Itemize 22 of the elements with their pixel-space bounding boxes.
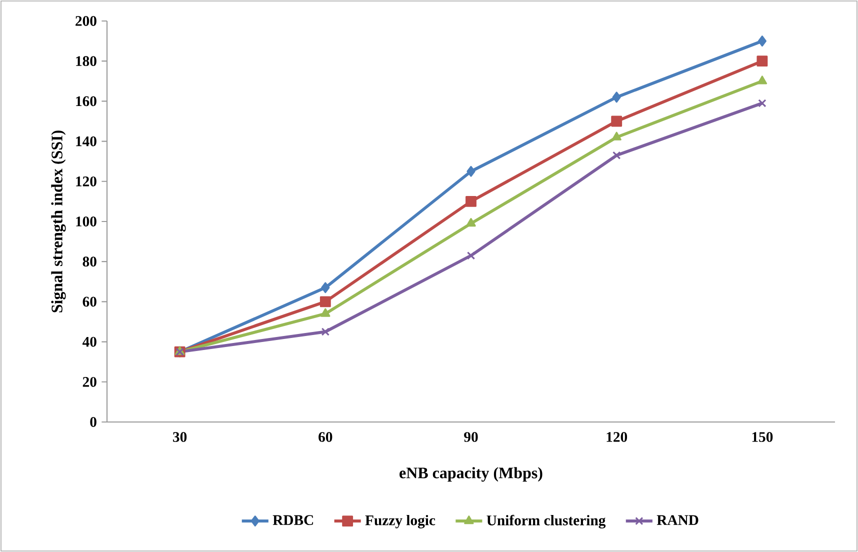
- y-tick-label: 40: [82, 336, 96, 347]
- x-tick-label: 60: [318, 432, 332, 442]
- legend-label: Fuzzy logic: [365, 514, 436, 528]
- y-tick-label: 160: [76, 96, 96, 106]
- y-tick-label: 0: [90, 417, 96, 427]
- y-tick-label: 100: [76, 216, 96, 226]
- y-tick-label: 120: [76, 176, 96, 186]
- legend-label: RAND: [656, 515, 698, 525]
- y-axis-title: Signal strength index (SSI): [51, 130, 66, 312]
- legend-label: Uniform clustering: [486, 514, 606, 528]
- y-tick-label: 20: [82, 376, 96, 387]
- y-tick-label: 180: [76, 56, 96, 66]
- y-tick-label: 140: [76, 136, 96, 146]
- x-tick-label: 30: [173, 432, 187, 442]
- legend-label: RDBC: [272, 515, 314, 526]
- x-axis-title: eNB capacity (Mbps): [400, 467, 542, 482]
- x-tick-label: 120: [606, 432, 628, 442]
- y-tick-label: 200: [76, 16, 96, 26]
- y-tick-label: 80: [82, 256, 96, 267]
- x-tick-label: 90: [464, 432, 478, 442]
- y-tick-label: 60: [82, 296, 96, 307]
- x-tick-label: 150: [752, 432, 773, 442]
